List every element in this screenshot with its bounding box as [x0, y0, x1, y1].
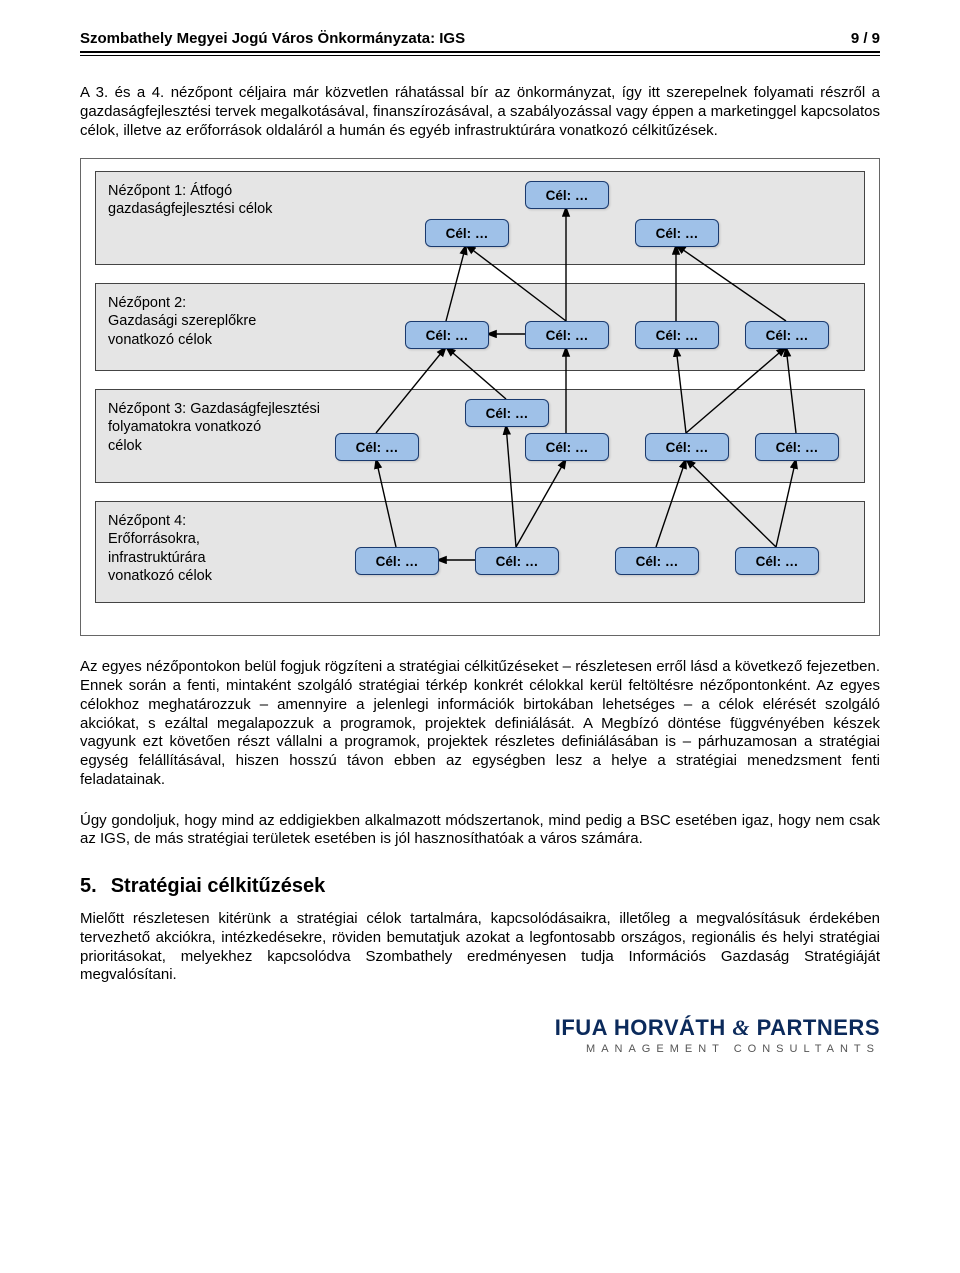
page-indicator: 9 / 9: [851, 30, 880, 47]
goal-node: Cél: …: [745, 321, 829, 349]
paragraph: A 3. és a 4. nézőpont céljaira már közve…: [80, 84, 880, 140]
goal-node: Cél: …: [635, 219, 719, 247]
goal-node: Cél: …: [735, 547, 819, 575]
strategy-map-diagram: Nézőpont 1: Átfogó gazdaságfejlesztési c…: [80, 158, 880, 636]
goal-node: Cél: …: [615, 547, 699, 575]
goal-node: Cél: …: [335, 433, 419, 461]
goal-node: Cél: …: [475, 547, 559, 575]
goal-node: Cél: …: [425, 219, 509, 247]
panel-title: Nézőpont 2: Gazdasági szereplőkre vonatk…: [108, 294, 338, 348]
logo-text: IFUA HORVÁTH: [555, 1015, 726, 1040]
footer-logo: IFUA HORVÁTH & PARTNERS MANAGEMENT CONSU…: [80, 1015, 880, 1055]
rule: [80, 51, 880, 53]
panel-title: Nézőpont 3: Gazdaságfejlesztési folyamat…: [108, 400, 338, 454]
rule: [80, 55, 880, 56]
goal-node: Cél: …: [405, 321, 489, 349]
header-left: Szombathely Megyei Jogú Város Önkormányz…: [80, 30, 465, 47]
panel-title: Nézőpont 4: Erőforrásokra, infrastruktúr…: [108, 512, 338, 585]
paragraph: Mielőtt részletesen kitérünk a stratégia…: [80, 910, 880, 985]
section-number: 5.: [80, 875, 97, 897]
logo-subtext: MANAGEMENT CONSULTANTS: [80, 1043, 880, 1055]
diagram-panel: Nézőpont 1: Átfogó gazdaságfejlesztési c…: [95, 171, 865, 265]
section-title: Stratégiai célkitűzések: [111, 875, 326, 897]
logo-text: PARTNERS: [757, 1015, 880, 1040]
panel-title: Nézőpont 1: Átfogó gazdaságfejlesztési c…: [108, 182, 338, 218]
goal-node: Cél: …: [525, 433, 609, 461]
goal-node: Cél: …: [645, 433, 729, 461]
goal-node: Cél: …: [525, 321, 609, 349]
goal-node: Cél: …: [635, 321, 719, 349]
goal-node: Cél: …: [525, 181, 609, 209]
section-heading: 5. Stratégiai célkitűzések: [80, 875, 880, 898]
paragraph: Az egyes nézőpontokon belül fogjuk rögzí…: [80, 658, 880, 789]
goal-node: Cél: …: [755, 433, 839, 461]
goal-node: Cél: …: [465, 399, 549, 427]
logo-amp: &: [732, 1015, 750, 1040]
goal-node: Cél: …: [355, 547, 439, 575]
paragraph: Úgy gondoljuk, hogy mind az eddigiekben …: [80, 812, 880, 850]
